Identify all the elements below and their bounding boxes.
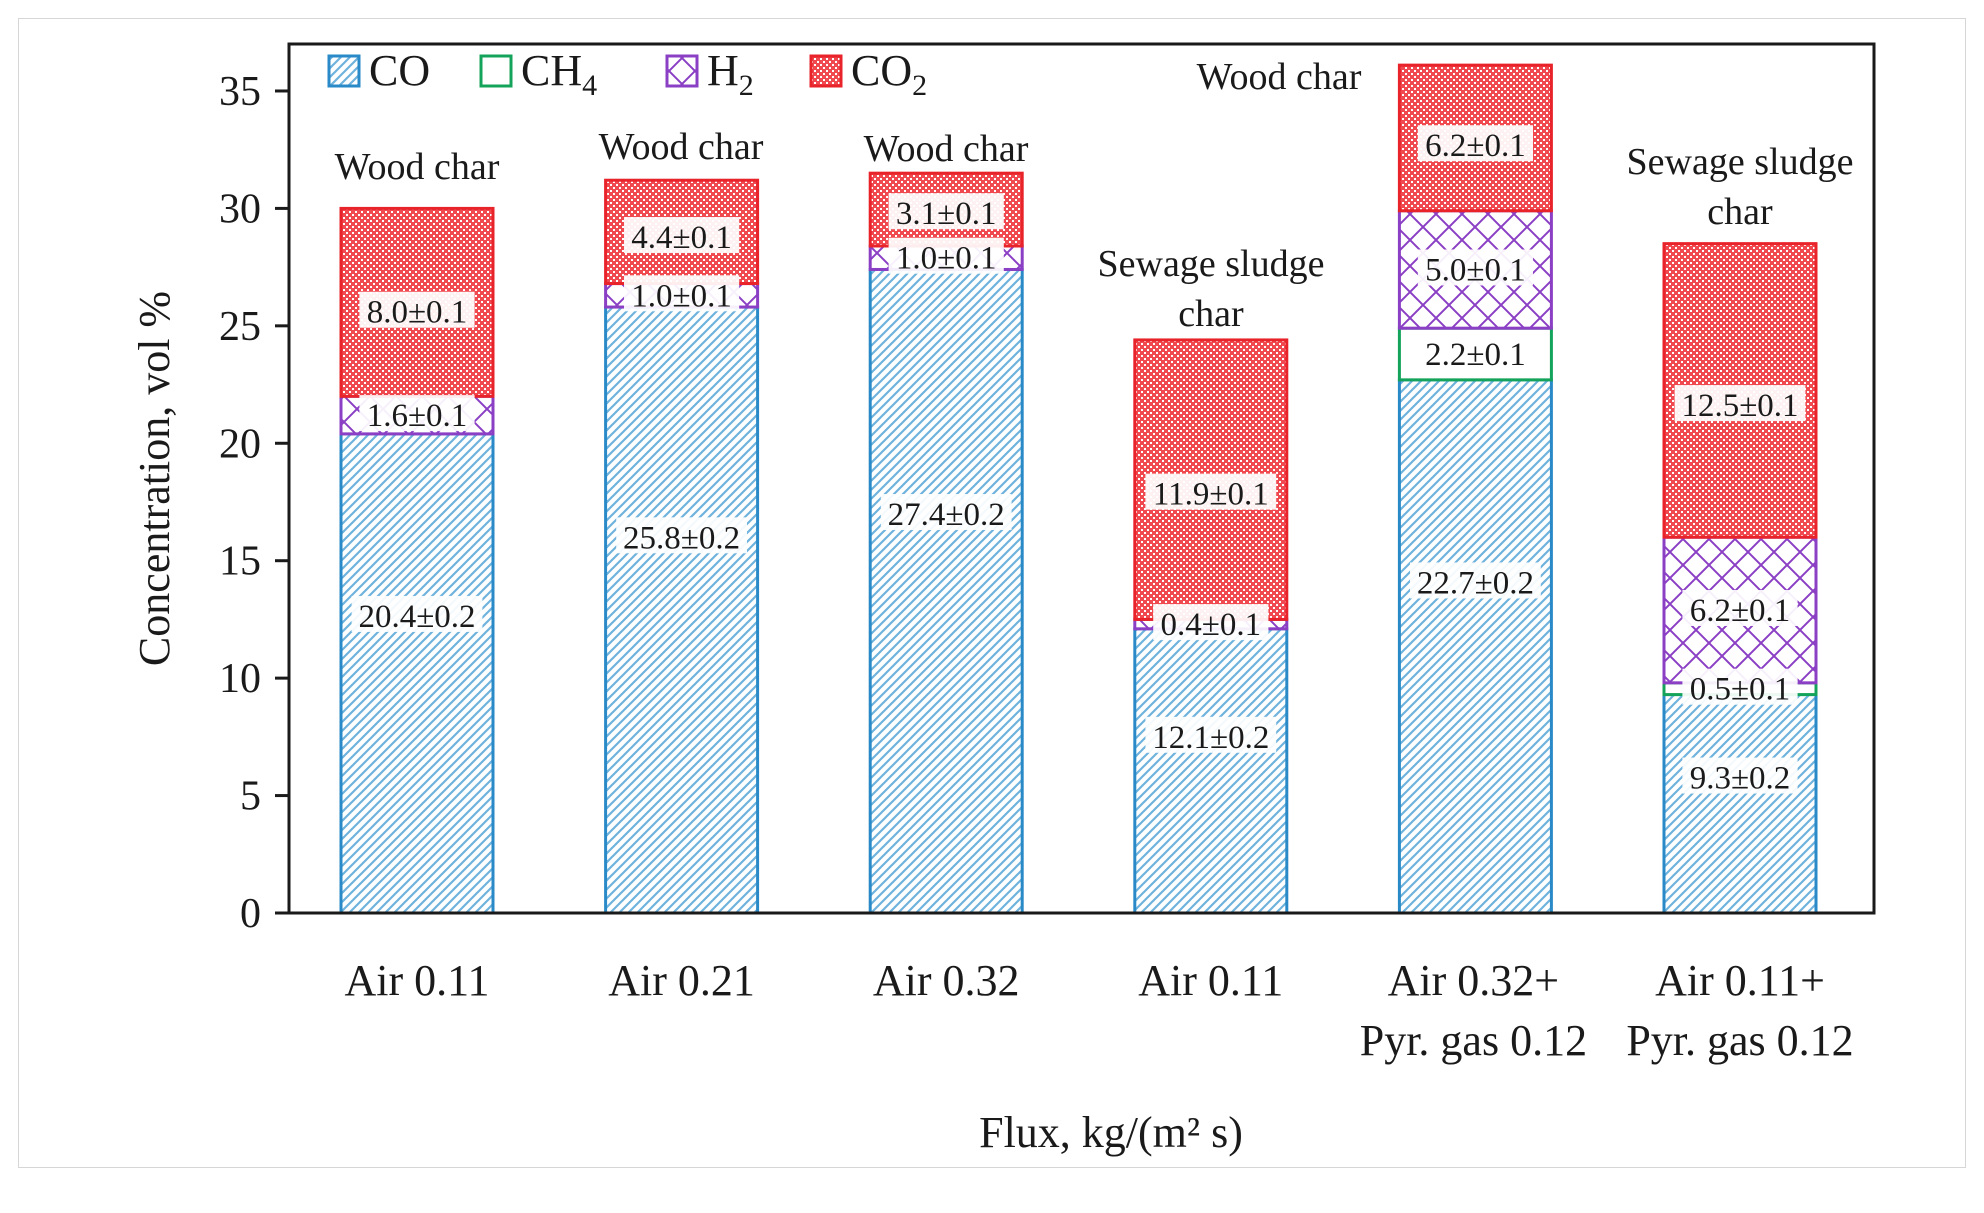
- group-label: Sewage sludge: [1098, 243, 1325, 285]
- group-label: Wood char: [599, 126, 764, 168]
- value-label: 4.4±0.1: [631, 220, 732, 256]
- legend-swatch: [809, 54, 843, 88]
- legend-entry: CO2: [851, 46, 927, 102]
- bar-segment-co-3: [1133, 627, 1289, 915]
- value-label: 2.2±0.1: [1425, 337, 1526, 373]
- value-label: 3.1±0.1: [896, 196, 997, 232]
- legend-entry: CH4: [521, 46, 597, 102]
- value-label: 12.5±0.1: [1681, 388, 1798, 424]
- value-label-bg: [624, 217, 740, 254]
- plot-frame: [287, 42, 1876, 915]
- group-label: char: [1707, 191, 1773, 233]
- x-tick-label: Air 0.11: [344, 956, 489, 1005]
- y-tick-label: 10: [219, 656, 261, 702]
- group-label: Sewage sludge: [1627, 141, 1854, 183]
- value-label-bg: [1417, 249, 1533, 286]
- x-axis-label: Flux, kg/(m² s): [979, 1108, 1243, 1157]
- value-label-bg: [1410, 562, 1541, 599]
- value-label: 6.2±0.1: [1425, 128, 1526, 164]
- value-label: 0.4±0.1: [1160, 607, 1261, 643]
- y-tick-label: 5: [240, 774, 261, 820]
- value-label-bg: [624, 275, 740, 312]
- x-tick-label: Air 0.21: [608, 956, 755, 1005]
- value-label: 20.4±0.2: [358, 599, 475, 635]
- x-tick-label: Air 0.11+: [1655, 956, 1825, 1005]
- bar-segment-co-4: [1397, 378, 1553, 915]
- bar-segment-co-1: [604, 305, 760, 915]
- value-label: 1.6±0.1: [367, 398, 468, 434]
- legend-swatch: [665, 54, 699, 88]
- value-label: 25.8±0.2: [623, 520, 740, 556]
- y-tick-label: 35: [219, 69, 261, 115]
- legend-entry: CO: [369, 46, 430, 95]
- value-label-bg: [359, 291, 475, 328]
- value-label: 22.7±0.2: [1417, 565, 1534, 601]
- chart-frame: 20.4±0.2 1.6±0.1 8.0±0.1 25.8±0.2 1.0±0.1 4.4…: [18, 18, 1966, 1168]
- value-label: 9.3±0.2: [1690, 761, 1791, 797]
- value-label-bg: [888, 193, 1004, 230]
- value-label-bg: [1145, 473, 1277, 510]
- y-tick-label: 20: [219, 421, 261, 467]
- bar-segment-co-5: [1662, 693, 1818, 915]
- value-label: 27.4±0.2: [888, 497, 1005, 533]
- x-tick-label: Pyr. gas 0.12: [1360, 1016, 1587, 1065]
- value-label-bg: [616, 517, 747, 554]
- value-label-bg: [1417, 334, 1533, 371]
- value-label: 6.2±0.1: [1690, 593, 1791, 629]
- value-label-bg: [1153, 604, 1269, 641]
- value-label-bg: [1145, 716, 1277, 753]
- value-label-bg: [1682, 757, 1798, 794]
- y-tick-label: 25: [219, 304, 261, 350]
- value-label: 11.9±0.1: [1153, 477, 1269, 513]
- group-label: Wood char: [864, 128, 1029, 170]
- value-label: 12.1±0.2: [1152, 720, 1269, 756]
- value-label: 1.0±0.1: [631, 278, 732, 314]
- value-label-bg: [880, 494, 1012, 531]
- x-tick-label: Pyr. gas 0.12: [1626, 1016, 1853, 1065]
- stacked-bar-chart: 20.4±0.2 1.6±0.1 8.0±0.1 25.8±0.2 1.0±0.1 4.4…: [130, 42, 1876, 1157]
- value-label-bg: [888, 237, 1004, 274]
- value-label: 1.0±0.1: [896, 241, 997, 277]
- y-tick-label: 30: [219, 186, 261, 232]
- value-label-bg: [351, 595, 483, 632]
- value-label-bg: [359, 395, 475, 432]
- y-tick-label: 0: [240, 891, 261, 937]
- value-label: 5.0±0.1: [1425, 252, 1526, 288]
- value-label: 0.5±0.1: [1690, 672, 1791, 708]
- legend-swatch: [479, 54, 513, 88]
- value-label-bg: [1674, 385, 1806, 422]
- value-label-bg: [1417, 125, 1533, 162]
- value-label: 8.0±0.1: [367, 295, 468, 331]
- y-axis-label: Concentration, vol %: [130, 291, 179, 666]
- value-label-bg: [1682, 668, 1798, 705]
- legend-swatch: [327, 54, 361, 88]
- x-tick-label: Air 0.32+: [1388, 956, 1559, 1005]
- group-label: char: [1178, 293, 1244, 335]
- group-label: Wood char: [1197, 56, 1362, 98]
- x-tick-label: Air 0.32: [873, 956, 1020, 1005]
- group-label: Wood char: [335, 146, 500, 188]
- bar-segment-co-0: [339, 432, 495, 915]
- value-label-bg: [1682, 590, 1798, 627]
- y-tick-label: 15: [219, 539, 261, 585]
- bar-segment-co-2: [868, 267, 1024, 915]
- legend-entry: H2: [707, 46, 754, 102]
- x-tick-label: Air 0.11: [1138, 956, 1283, 1005]
